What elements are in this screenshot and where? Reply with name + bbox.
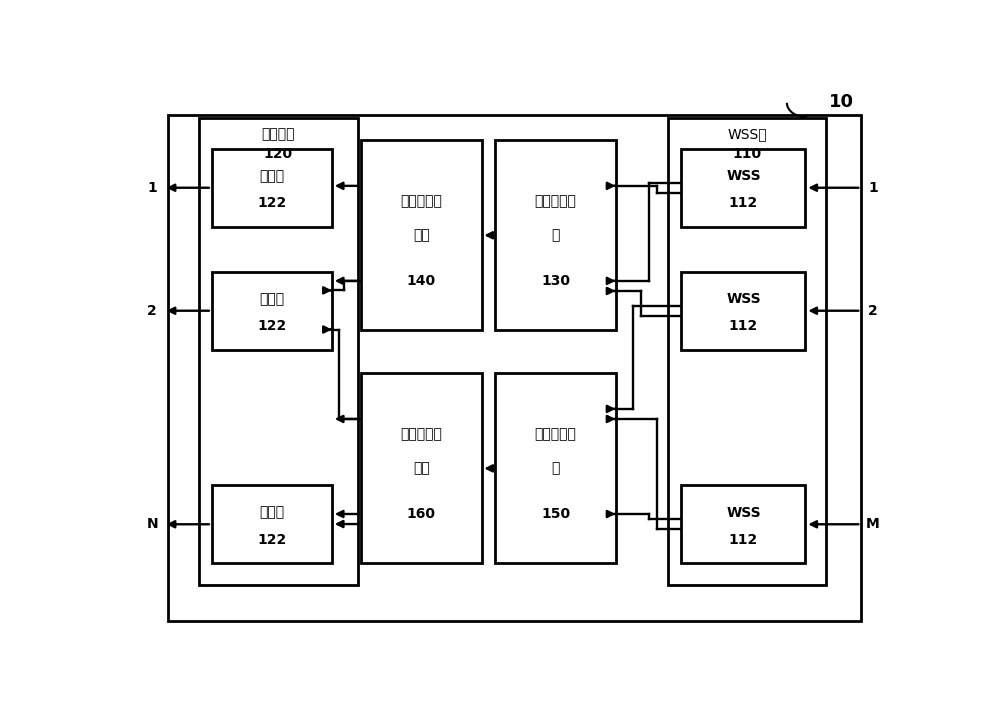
- Text: 112: 112: [729, 533, 758, 547]
- Bar: [681, 272, 805, 350]
- Bar: [361, 140, 482, 330]
- Text: 1: 1: [147, 181, 157, 195]
- Text: 光开关: 光开关: [259, 505, 284, 520]
- Text: 第二光解复: 第二光解复: [400, 427, 442, 441]
- Text: 第一光耦合: 第一光耦合: [535, 194, 576, 208]
- Text: N: N: [146, 517, 158, 531]
- Text: 130: 130: [541, 274, 570, 288]
- Text: WSS: WSS: [726, 292, 761, 306]
- Text: 光开关: 光开关: [259, 169, 284, 183]
- Text: 用器: 用器: [413, 228, 430, 242]
- Text: 122: 122: [257, 319, 286, 333]
- Text: 第一光解复: 第一光解复: [400, 194, 442, 208]
- Text: WSS: WSS: [726, 505, 761, 520]
- Text: 10: 10: [829, 93, 854, 111]
- Bar: [668, 118, 826, 584]
- Bar: [212, 272, 332, 350]
- Bar: [361, 373, 482, 563]
- Text: 112: 112: [729, 319, 758, 333]
- Text: 1: 1: [868, 181, 878, 195]
- Text: WSS: WSS: [726, 169, 761, 183]
- Text: 110: 110: [732, 147, 762, 161]
- Bar: [681, 149, 805, 227]
- Text: 器: 器: [551, 228, 560, 242]
- Text: 光开关组: 光开关组: [261, 128, 295, 142]
- Text: 光开关: 光开关: [259, 292, 284, 306]
- Text: 器: 器: [551, 461, 560, 476]
- Bar: [212, 149, 332, 227]
- Text: 用器: 用器: [413, 461, 430, 476]
- Text: 150: 150: [541, 507, 570, 521]
- Text: 2: 2: [868, 303, 878, 318]
- Text: 112: 112: [729, 197, 758, 211]
- Text: 140: 140: [407, 274, 436, 288]
- Bar: [212, 485, 332, 563]
- Text: WSS组: WSS组: [727, 128, 767, 142]
- Text: 2: 2: [147, 303, 157, 318]
- Bar: [681, 485, 805, 563]
- Bar: [495, 140, 616, 330]
- Text: 122: 122: [257, 533, 286, 547]
- Text: 第二光耦合: 第二光耦合: [535, 427, 576, 441]
- Text: 122: 122: [257, 197, 286, 211]
- Bar: [168, 115, 861, 621]
- Bar: [199, 118, 358, 584]
- Bar: [495, 373, 616, 563]
- Text: M: M: [866, 517, 880, 531]
- Text: 160: 160: [407, 507, 436, 521]
- Text: 120: 120: [264, 147, 293, 161]
